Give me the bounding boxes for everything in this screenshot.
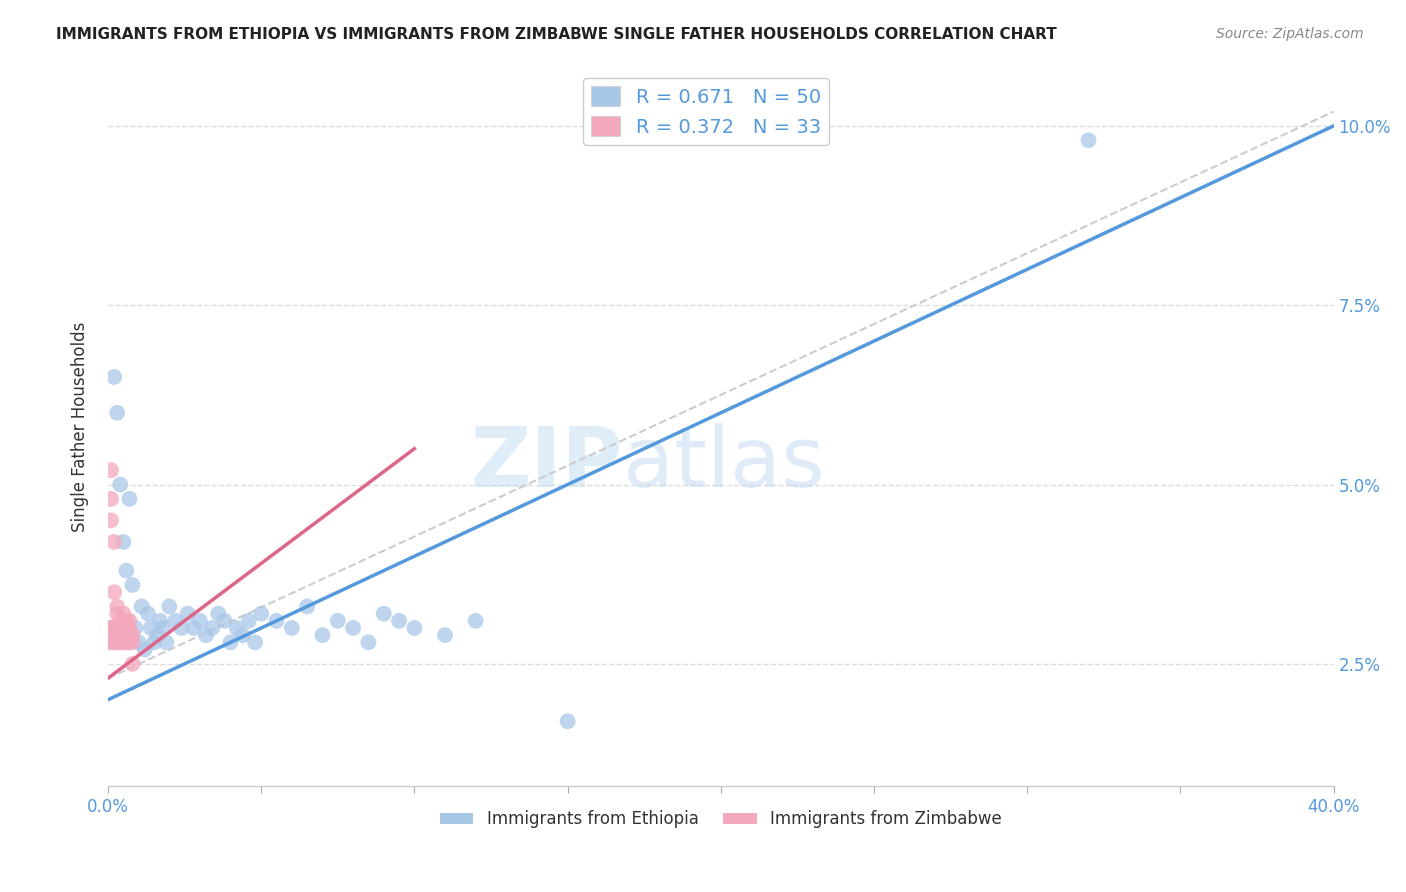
Text: atlas: atlas xyxy=(623,423,824,503)
Point xyxy=(105,607,128,621)
Point xyxy=(557,714,579,729)
Point xyxy=(110,628,132,642)
Point xyxy=(110,614,132,628)
Point xyxy=(146,628,169,642)
Point xyxy=(134,642,156,657)
Point xyxy=(118,635,141,649)
Point xyxy=(266,614,288,628)
Point xyxy=(118,628,141,642)
Point xyxy=(110,621,132,635)
Point xyxy=(105,406,128,420)
Point xyxy=(112,535,135,549)
Point xyxy=(155,635,177,649)
Point xyxy=(434,628,457,642)
Point xyxy=(311,628,333,642)
Point xyxy=(176,607,198,621)
Point xyxy=(121,657,143,671)
Point xyxy=(165,614,187,628)
Point xyxy=(103,635,125,649)
Point xyxy=(1077,133,1099,147)
Text: ZIP: ZIP xyxy=(470,423,623,503)
Point xyxy=(281,621,304,635)
Point xyxy=(183,621,205,635)
Point xyxy=(232,628,254,642)
Point xyxy=(105,635,128,649)
Point xyxy=(136,607,159,621)
Point xyxy=(250,607,273,621)
Point xyxy=(100,491,122,506)
Point xyxy=(201,621,224,635)
Point xyxy=(97,635,120,649)
Point xyxy=(115,621,138,635)
Point xyxy=(118,621,141,635)
Point xyxy=(388,614,411,628)
Point xyxy=(121,628,143,642)
Point xyxy=(128,635,150,649)
Point xyxy=(115,628,138,642)
Point xyxy=(195,628,218,642)
Text: Source: ZipAtlas.com: Source: ZipAtlas.com xyxy=(1216,27,1364,41)
Point xyxy=(295,599,318,614)
Y-axis label: Single Father Households: Single Father Households xyxy=(72,322,89,533)
Point xyxy=(131,599,153,614)
Point xyxy=(170,621,193,635)
Point xyxy=(100,621,122,635)
Point xyxy=(112,621,135,635)
Point xyxy=(103,621,125,635)
Point xyxy=(207,607,229,621)
Point xyxy=(152,621,174,635)
Point xyxy=(118,614,141,628)
Point xyxy=(342,621,364,635)
Point xyxy=(103,370,125,384)
Point xyxy=(97,621,120,635)
Point xyxy=(115,614,138,628)
Point xyxy=(105,599,128,614)
Point xyxy=(112,607,135,621)
Point xyxy=(188,614,211,628)
Point xyxy=(100,621,122,635)
Point xyxy=(103,635,125,649)
Point xyxy=(112,614,135,628)
Legend: Immigrants from Ethiopia, Immigrants from Zimbabwe: Immigrants from Ethiopia, Immigrants fro… xyxy=(433,804,1008,835)
Point xyxy=(100,463,122,477)
Point xyxy=(115,564,138,578)
Point xyxy=(100,513,122,527)
Point xyxy=(118,491,141,506)
Point xyxy=(110,477,132,491)
Point xyxy=(121,635,143,649)
Point xyxy=(103,535,125,549)
Point xyxy=(115,635,138,649)
Point xyxy=(214,614,236,628)
Text: IMMIGRANTS FROM ETHIOPIA VS IMMIGRANTS FROM ZIMBABWE SINGLE FATHER HOUSEHOLDS CO: IMMIGRANTS FROM ETHIOPIA VS IMMIGRANTS F… xyxy=(56,27,1057,42)
Point xyxy=(225,621,247,635)
Point xyxy=(243,635,266,649)
Point xyxy=(139,621,162,635)
Point xyxy=(105,621,128,635)
Point xyxy=(110,635,132,649)
Point xyxy=(121,578,143,592)
Point xyxy=(142,635,165,649)
Point xyxy=(373,607,395,621)
Point xyxy=(149,614,172,628)
Point xyxy=(464,614,486,628)
Point xyxy=(124,621,146,635)
Point xyxy=(357,635,380,649)
Point xyxy=(238,614,260,628)
Point xyxy=(103,585,125,599)
Point xyxy=(112,635,135,649)
Point xyxy=(157,599,180,614)
Point xyxy=(404,621,426,635)
Point xyxy=(219,635,242,649)
Point xyxy=(326,614,349,628)
